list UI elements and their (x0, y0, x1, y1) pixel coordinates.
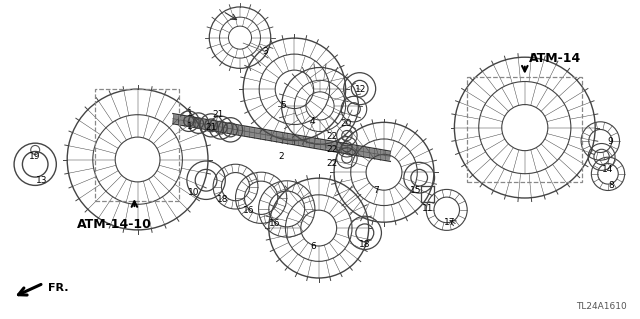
Text: ATM-14: ATM-14 (529, 52, 582, 64)
Text: 8: 8 (609, 181, 614, 189)
Text: 14: 14 (602, 165, 614, 174)
Text: 16: 16 (243, 206, 254, 215)
Text: 1: 1 (187, 109, 192, 118)
Text: 10: 10 (188, 189, 200, 197)
Text: 15: 15 (410, 186, 422, 195)
Text: 6: 6 (311, 242, 316, 251)
Text: 1: 1 (187, 122, 192, 130)
Text: 4: 4 (310, 117, 315, 126)
Text: 19: 19 (29, 152, 41, 161)
Text: 17: 17 (444, 218, 455, 227)
Bar (467, 77, 582, 182)
Text: 13: 13 (36, 176, 47, 185)
Text: 18: 18 (217, 195, 228, 204)
Bar (95, 89, 179, 201)
Text: 21: 21 (212, 110, 223, 119)
Text: 22: 22 (326, 159, 337, 168)
Text: 5: 5 (280, 101, 285, 110)
Text: 11: 11 (422, 204, 433, 213)
Text: 18: 18 (359, 241, 371, 249)
Text: 2: 2 (279, 152, 284, 161)
Text: ATM-14-10: ATM-14-10 (77, 219, 151, 231)
Text: TL24A1610: TL24A1610 (577, 302, 627, 311)
Text: 21: 21 (205, 123, 217, 132)
Text: FR.: FR. (48, 283, 68, 293)
Text: 22: 22 (326, 132, 337, 141)
Text: 7: 7 (374, 186, 379, 195)
Text: 22: 22 (326, 145, 337, 154)
Text: 12: 12 (355, 85, 366, 94)
Text: 20: 20 (340, 119, 351, 128)
Text: 16: 16 (269, 219, 281, 228)
Text: 3: 3 (263, 47, 268, 56)
Text: 9: 9 (607, 137, 612, 146)
